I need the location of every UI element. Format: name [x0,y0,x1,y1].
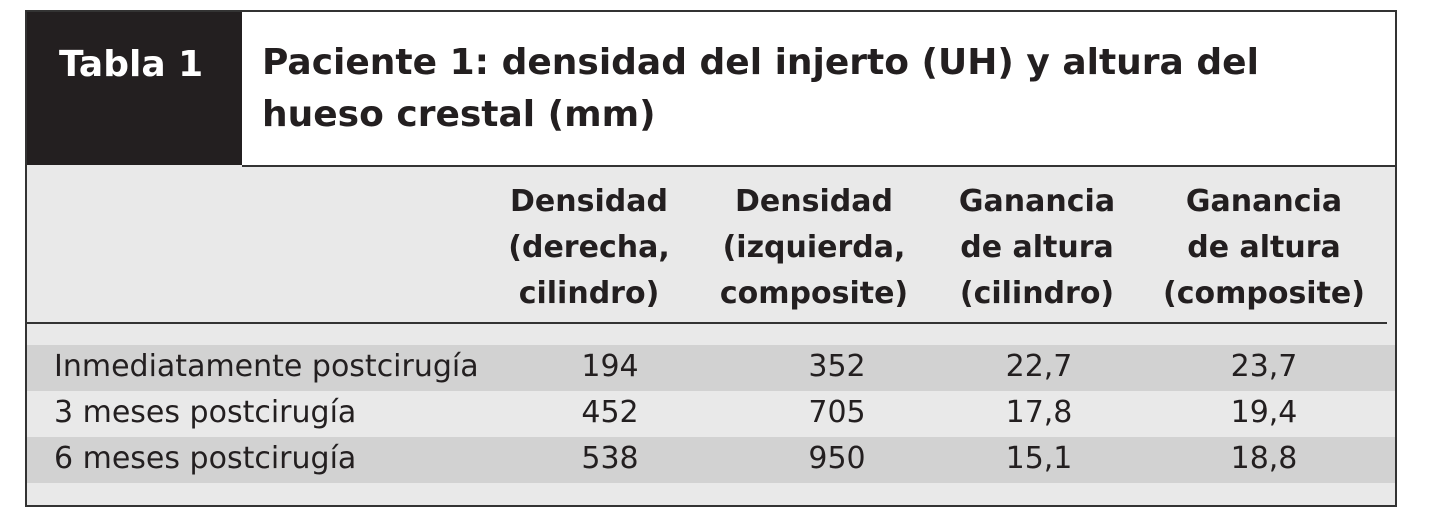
cell-value: 352 [808,349,866,384]
column-header: de altura [1187,230,1341,265]
cell-value: 452 [581,395,639,430]
title-line: hueso crestal (mm) [262,94,656,135]
column-header: de altura [960,230,1114,265]
column-header: Ganancia [958,184,1116,219]
row-label: 3 meses postcirugía [54,395,357,430]
column-header: cilindro) [518,276,660,311]
title-line: Paciente 1: densidad del injerto (UH) y … [262,42,1259,83]
cell-value: 538 [581,441,639,476]
cell-value: 22,7 [1005,349,1073,384]
table-frame: Tabla 1 Paciente 1: densidad del injerto… [25,10,1397,507]
cell-value: 17,8 [1005,395,1073,430]
row-label: 6 meses postcirugía [54,441,357,476]
column-header: (derecha, [508,230,670,265]
cell-value: 19,4 [1230,395,1298,430]
column-header: (izquierda, [722,230,906,265]
cell-value: 194 [581,349,639,384]
cell-value: 23,7 [1230,349,1298,384]
column-header: Densidad [735,184,893,219]
title-box: Paciente 1: densidad del injerto (UH) y … [242,12,1395,167]
column-header: (composite) [1163,276,1365,311]
row-label: Inmediatamente postcirugía [54,349,479,384]
column-header: Ganancia [1185,184,1343,219]
cell-value: 705 [808,395,866,430]
cell-value: 15,1 [1005,441,1073,476]
column-header: Densidad [510,184,668,219]
column-header: (cilindro) [959,276,1115,311]
table-tag: Tabla 1 [27,12,242,165]
table-row: 3 meses postcirugía 452 705 17,8 19,4 [27,391,1395,437]
table-label: Tabla 1 [59,44,204,85]
table-row: 6 meses postcirugía 538 950 15,1 18,8 [27,437,1395,483]
table-row: Inmediatamente postcirugía 194 352 22,7 23,7 [27,345,1395,391]
cell-value: 18,8 [1230,441,1298,476]
cell-value: 950 [808,441,866,476]
column-header: composite) [719,276,909,311]
header-rule [27,322,1387,324]
